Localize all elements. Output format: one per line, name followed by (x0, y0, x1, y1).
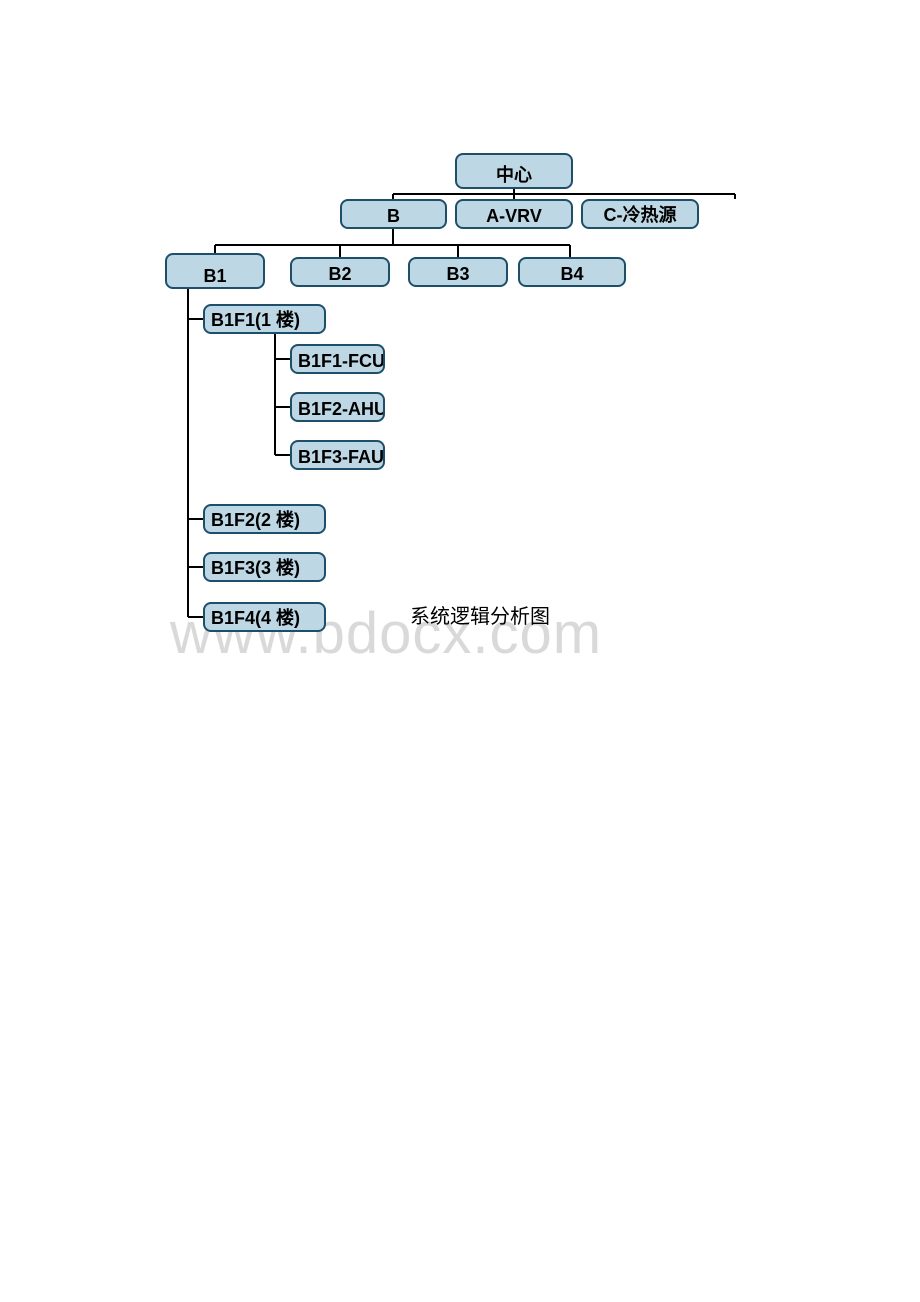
node-label: B1F2-AHU (298, 399, 385, 420)
node-b1f3fau: B1F3-FAU (290, 440, 385, 470)
node-label: A-VRV (486, 206, 542, 227)
node-label: B1 (203, 266, 226, 287)
node-b1f2ahu: B1F2-AHU (290, 392, 385, 422)
node-b: B (340, 199, 447, 229)
node-root: 中心 (455, 153, 573, 189)
node-b2: B2 (290, 257, 390, 287)
node-b4: B4 (518, 257, 626, 287)
node-label: B1F1(1 楼) (211, 306, 300, 332)
connector-lines (0, 0, 920, 700)
diagram-caption: 系统逻辑分析图 (410, 600, 550, 629)
node-label: B1F1-FCU (298, 351, 385, 372)
node-label: B1F2(2 楼) (211, 506, 300, 532)
node-avrv: A-VRV (455, 199, 573, 229)
node-b1f1fcu: B1F1-FCU (290, 344, 385, 374)
node-b1f4: B1F4(4 楼) (203, 602, 326, 632)
node-label: B (387, 206, 400, 227)
node-b1f1: B1F1(1 楼) (203, 304, 326, 334)
node-label: 中心 (496, 161, 532, 187)
node-label: B1F4(4 楼) (211, 604, 300, 630)
node-label: B2 (328, 264, 351, 285)
node-b1f2: B1F2(2 楼) (203, 504, 326, 534)
node-label: B4 (560, 264, 583, 285)
org-tree-diagram: www.bdocx.com 中心 B A-VRV C-冷热源 B1 B2 B3 … (0, 0, 920, 700)
node-c: C-冷热源 (581, 199, 699, 229)
node-label: B1F3-FAU (298, 447, 384, 468)
node-label: B3 (446, 264, 469, 285)
node-label: C-冷热源 (604, 201, 677, 227)
node-b1: B1 (165, 253, 265, 289)
node-label: B1F3(3 楼) (211, 554, 300, 580)
node-b1f3: B1F3(3 楼) (203, 552, 326, 582)
node-b3: B3 (408, 257, 508, 287)
